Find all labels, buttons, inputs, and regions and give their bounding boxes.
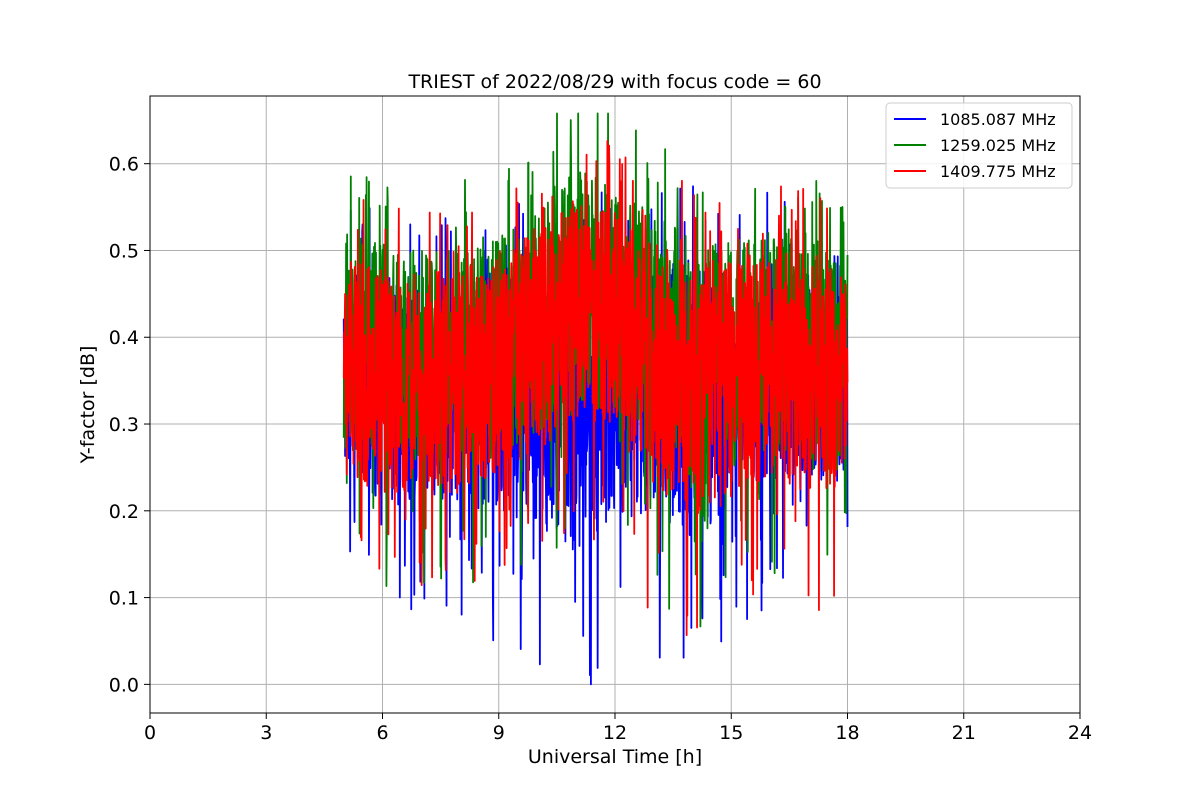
x-tick-label: 24	[1068, 722, 1092, 744]
y-tick-label: 0.6	[109, 154, 139, 176]
y-tick-label: 0.2	[109, 501, 139, 523]
y-tick-label: 0.1	[109, 588, 139, 610]
series-line	[342, 140, 849, 637]
x-tick-label: 12	[603, 722, 627, 744]
y-tick-label: 0.0	[109, 674, 139, 696]
legend-label: 1409.775 MHz	[940, 162, 1056, 181]
y-tick-label: 0.5	[109, 240, 139, 262]
y-tick-label: 0.4	[109, 327, 139, 349]
x-axis-label: Universal Time [h]	[528, 746, 702, 768]
legend-label: 1259.025 MHz	[940, 136, 1056, 155]
legend-label: 1085.087 MHz	[940, 110, 1056, 129]
x-tick-label: 18	[835, 722, 859, 744]
chart-title: TRIEST of 2022/08/29 with focus code = 6…	[407, 71, 821, 93]
ticks: 0 3 6 9 12 15 18 21 24 0.0 0.1 0.2 0.3 0.4 0.5 0.6	[109, 154, 1092, 744]
x-tick-label: 3	[260, 722, 272, 744]
x-tick-label: 9	[493, 722, 505, 744]
series-layer	[342, 112, 849, 686]
x-tick-label: 15	[719, 722, 743, 744]
legend: 1085.087 MHz 1259.025 MHz 1409.775 MHz	[885, 102, 1073, 189]
y-axis-label: Y-factor [dB]	[77, 346, 99, 465]
y-tick-label: 0.3	[109, 414, 139, 436]
x-tick-label: 0	[144, 722, 156, 744]
x-tick-label: 6	[376, 722, 388, 744]
x-tick-label: 21	[952, 722, 976, 744]
legend-box	[885, 102, 1073, 189]
